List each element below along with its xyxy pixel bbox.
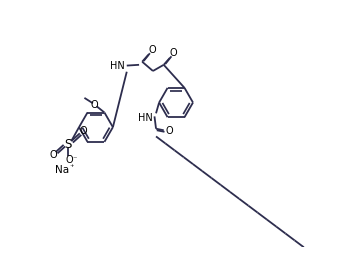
Text: HN: HN	[138, 113, 153, 123]
Text: O: O	[80, 126, 88, 136]
Text: ⁻: ⁻	[72, 154, 77, 163]
Text: O: O	[49, 150, 57, 160]
Text: Na: Na	[55, 165, 69, 175]
Text: O: O	[91, 100, 98, 110]
Text: ⁺: ⁺	[69, 163, 74, 173]
Text: O: O	[170, 48, 177, 58]
Text: O: O	[165, 126, 173, 136]
Text: S: S	[65, 138, 72, 151]
Text: HN: HN	[110, 61, 125, 71]
Text: O: O	[148, 45, 156, 55]
Text: O: O	[66, 155, 74, 165]
